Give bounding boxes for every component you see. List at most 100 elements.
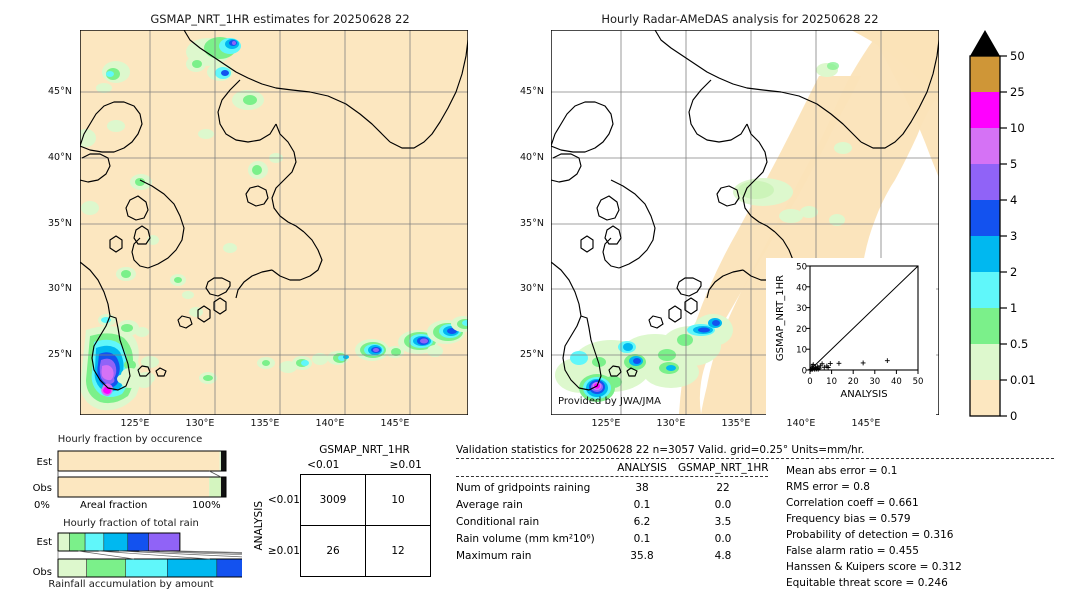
validation-row: Rain volume (mm km²10⁶) 0.1 0.0 (456, 533, 768, 545)
total-rain-bar-segment (86, 558, 126, 578)
validation-row-analysis: 0.1 (633, 499, 651, 511)
validation-row-label: Average rain (456, 499, 523, 511)
total-rain-bar-segment (167, 558, 218, 578)
validation-score-value: 0.8 (849, 481, 870, 493)
left-lat-tick-30: 30°N (48, 283, 72, 294)
validation-score-line: RMS error = 0.8 (786, 481, 1068, 493)
svg-text:50: 50 (913, 377, 924, 387)
scatter-inset-svg: 50 40 30 20 10 0 0 10 20 30 40 50 ANALYSIS GSM… (766, 258, 936, 418)
left-map-panel (80, 30, 468, 415)
contingency-row-label-1: ≥0.01 (267, 545, 300, 558)
colorbar-tick-label: 50 (1010, 49, 1025, 63)
colorbar-tick-label: 0.5 (1010, 337, 1028, 351)
occurrence-bars (57, 450, 227, 498)
scatter-x-ticks: 0 10 20 30 40 50 (807, 377, 923, 387)
occurrence-axis-max: 100% (192, 500, 221, 511)
colorbar-tick-label: 5 (1010, 157, 1017, 171)
left-lat-tick-25: 25°N (48, 349, 72, 360)
colorbar-top-arrow (970, 30, 1000, 56)
validation-score-line: Hanssen & Kuipers score = 0.312 (786, 561, 1068, 573)
left-map-title: GSMAP_NRT_1HR estimates for 20250628 22 (150, 12, 410, 26)
total-rain-connector-fan (57, 550, 242, 560)
right-lon-tick-145: 145°E (851, 418, 881, 429)
radar-coverage-area (701, 30, 939, 414)
contingency-cell-0-1: 10 (365, 474, 431, 526)
total-rain-bar-outline (57, 558, 242, 578)
occurrence-bar-segment (209, 477, 221, 497)
contingency-row-label-0: <0.01 (267, 493, 300, 506)
occurrence-bar-outline (57, 476, 227, 498)
right-lat-tick-25: 25°N (520, 349, 544, 360)
right-map-title: Hourly Radar-AMeDAS analysis for 2025062… (601, 12, 879, 26)
svg-text:30: 30 (796, 304, 807, 314)
colorbar-band (970, 128, 1000, 165)
validation-row-estimate: 3.5 (714, 516, 732, 528)
scatter-inset: 50 40 30 20 10 0 0 10 20 30 40 50 ANALYSIS GSM… (766, 258, 936, 418)
colorbar-tick-label: 0 (1010, 409, 1017, 423)
left-precip-field (80, 30, 468, 415)
left-lon-tick-125: 125°E (120, 418, 150, 429)
total-rain-bar-segment (216, 558, 242, 578)
occurrence-axis-label: Areal fraction (80, 500, 148, 511)
validation-score-label: RMS error = (786, 481, 850, 493)
validation-row-analysis: 0.1 (633, 533, 651, 545)
validation-row-estimate: 0.0 (714, 533, 732, 545)
occurrence-bar-segment (219, 451, 221, 471)
scatter-point (816, 365, 822, 371)
left-lon-tick-145: 145°E (380, 418, 410, 429)
validation-row: Maximum rain 35.8 4.8 (456, 550, 768, 562)
scatter-point (825, 365, 831, 370)
validation-score-value: 0.1 (877, 465, 898, 477)
validation-row-label: Conditional rain (456, 516, 540, 528)
validation-header: Validation statistics for 20250628 22 n=… (456, 444, 865, 456)
total-rain-bars (57, 532, 242, 578)
colorbar-band (970, 236, 1000, 273)
colorbar-band (970, 272, 1000, 309)
colorbar-tick-label: 3 (1010, 229, 1017, 243)
colorbar-tick-label: 10 (1010, 121, 1025, 135)
left-lat-tick-35: 35°N (48, 218, 72, 229)
colorbar-band (970, 164, 1000, 201)
occurrence-chart: Hourly fraction by occurence Est Obs 0% … (20, 434, 242, 515)
validation-score-value: 0.246 (914, 577, 948, 589)
total-rain-chart-svg: Est Obs (33, 532, 242, 578)
scatter-point (827, 361, 833, 366)
svg-text:10: 10 (826, 377, 837, 387)
colorbar-band (970, 308, 1000, 345)
occurrence-axis-min: 0% (34, 500, 50, 511)
occurrence-bar-segment (58, 451, 220, 471)
total-rain-bar-segment (125, 558, 168, 578)
validation-score-value: 0.579 (877, 513, 911, 525)
colorbar-band (970, 380, 1000, 417)
total-rain-bar-segment (148, 532, 181, 552)
validation-row: Conditional rain 6.2 3.5 (456, 516, 768, 528)
colorbar-tick-label: 1 (1010, 301, 1017, 315)
total-rain-row-label-obs: Obs (33, 567, 52, 578)
colorbar-band (970, 56, 1000, 93)
scatter-y-ticks: 50 40 30 20 10 0 (796, 263, 807, 377)
scatter-xlabel: ANALYSIS (840, 389, 887, 400)
validation-row-analysis: 35.8 (630, 550, 654, 562)
occurrence-row-label-est: Est (37, 457, 53, 468)
contingency-col-label-0: <0.01 (307, 459, 340, 471)
validation-rows: Num of gridpoints raining 38 22 Average rai… (456, 482, 768, 562)
validation-score-label: Probability of detection = (786, 529, 921, 541)
contingency-grid: 3009 10 26 12 (300, 474, 431, 577)
svg-text:40: 40 (796, 283, 807, 293)
validation-col-analysis: ANALYSIS (617, 462, 667, 474)
validation-score-line: Frequency bias = 0.579 (786, 513, 1068, 525)
occurrence-row-label-obs: Obs (33, 483, 52, 494)
colorbar-svg: 50 25 10 5 4 3 2 1 0.5 0.01 0 (969, 30, 1036, 423)
svg-text:20: 20 (796, 325, 807, 335)
total-rain-row-label-est: Est (37, 537, 53, 548)
total-rain-bar-segment (57, 532, 70, 552)
validation-score-value: 0.661 (885, 497, 919, 509)
right-lat-tick-30: 30°N (520, 283, 544, 294)
validation-score-line: Correlation coeff = 0.661 (786, 497, 1068, 509)
right-precip-field (551, 30, 939, 415)
validation-divider-mid (456, 476, 768, 477)
validation-score-line: Mean abs error = 0.1 (786, 465, 1068, 477)
contingency-col-header: GSMAP_NRT_1HR (319, 444, 410, 456)
validation-score-line: Probability of detection = 0.316 (786, 529, 1068, 541)
validation-score-label: Correlation coeff = (786, 497, 886, 509)
